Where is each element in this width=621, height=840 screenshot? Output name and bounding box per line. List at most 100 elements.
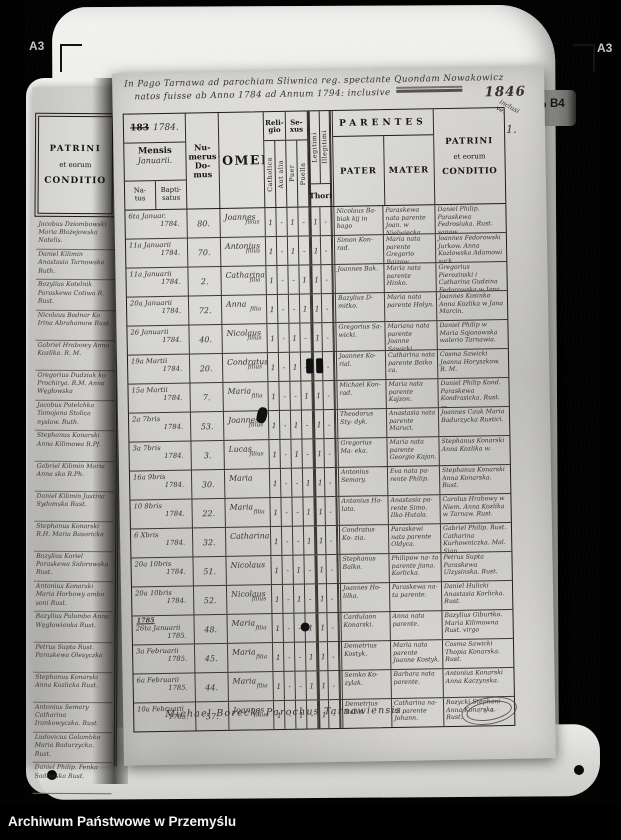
puer-mark: - — [288, 294, 301, 323]
legitimi-mark-value: 1 — [314, 274, 320, 284]
house-number: 3. — [203, 450, 212, 460]
puer-mark: 1 — [287, 207, 299, 236]
ink-blot — [300, 622, 310, 632]
pater-cell: Gregorius Ma- eka. — [335, 438, 388, 467]
illegitimi-mark: - — [326, 583, 339, 613]
header-parentes-group: PARENTES PATER MATER — [329, 109, 436, 207]
legitimi-mark: 1 — [313, 439, 325, 468]
legitimi-mark: 1 — [316, 642, 329, 671]
mensis-handwritten: Januarii. — [137, 156, 173, 166]
house-number: 51. — [203, 566, 217, 576]
puer-mark-value: - — [292, 304, 296, 314]
illegitimi-mark: - — [324, 467, 337, 497]
illegitimi-mark: - — [323, 380, 335, 410]
punch-hole-bottom-right — [574, 765, 584, 775]
header-numerus-domus: Nu- merus Do- mus — [185, 112, 221, 209]
catholica-mark-value: 1 — [272, 449, 278, 459]
date-year: 1784. — [161, 277, 181, 286]
catholica-mark: 1 — [269, 468, 282, 498]
name-cell: Maria filia — [227, 614, 273, 643]
mater-cell: Philipow na- ta parente jiana. Korlicka. — [389, 553, 442, 583]
puer-mark-value: - — [296, 507, 300, 517]
left-patrini-entry: Jacobus Dziombowski Maria Błażejowska Na… — [36, 219, 116, 251]
aut-alia-mark: - — [283, 613, 295, 642]
left-patrini-title: PATRINI — [49, 143, 102, 155]
aut-alia-mark-value: - — [288, 681, 292, 691]
left-patrini-entry: Daniel Kilimin Anastasia Tarnowska Ruth. — [36, 249, 116, 281]
aut-alia-mark: - — [282, 584, 295, 613]
house-number: 40. — [199, 334, 213, 344]
illegitimi-mark-value: - — [328, 448, 331, 458]
puella-mark-value: - — [305, 419, 309, 429]
mensis-label: Mensis — [137, 146, 172, 157]
illegitimi-mark: - — [327, 612, 339, 642]
aut-alia-mark: - — [277, 265, 289, 294]
legitimi-mark: 1 — [312, 410, 325, 439]
catholica-mark-value: 1 — [268, 217, 274, 227]
legitimi-mark-value: 1 — [318, 535, 324, 545]
patrini-cell: Joannes Fedorowski Jurkow. Anna Kozlowsk… — [437, 234, 503, 263]
aut-alia-mark-value: - — [281, 275, 284, 285]
illegitimi-mark-value: - — [330, 593, 334, 603]
legitimi-mark-value: 1 — [320, 651, 326, 661]
aut-alia-mark: - — [277, 294, 290, 323]
illegitimi-mark-value: - — [326, 332, 329, 342]
legitimi-mark: 1 — [310, 294, 323, 323]
puer-mark: - — [294, 642, 307, 671]
date-year: 1784. — [162, 335, 182, 344]
illegitimi-mark: - — [325, 496, 337, 526]
sexus-label: Se- xus — [285, 111, 308, 141]
aut-alia-mark: - — [278, 323, 290, 352]
puer-mark: 1 — [290, 410, 303, 439]
house-number: 48. — [204, 624, 218, 634]
date-cell: 16a 9bris 1784. — [129, 470, 193, 500]
frame-mark-a3-right: A3 — [597, 41, 613, 55]
aut-alia-mark: - — [276, 207, 288, 236]
illegitimi-mark: - — [322, 322, 334, 352]
catholica-mark: 1 — [265, 236, 278, 266]
illegitimi-mark: - — [324, 438, 336, 468]
name-cell: Maria filia — [225, 498, 271, 527]
aut-alia-mark-value: - — [284, 449, 287, 459]
puer-mark-value: 1 — [290, 246, 296, 256]
illegitimi-mark: - — [322, 351, 335, 381]
catholica-mark-value: 1 — [272, 478, 278, 488]
left-patrini-entry: Bazylius Koriel Paraskewa Sidorowska Rus… — [33, 551, 114, 583]
left-patrini-entry: Ludovicus Golambko Maria Badurzycka. Rus… — [32, 732, 112, 764]
catholica-mark-value: 1 — [270, 362, 276, 372]
house-number-cell: 45. — [194, 643, 229, 673]
name-cell: Anna filia — [221, 295, 268, 324]
puer-mark: - — [291, 468, 304, 497]
date-cell: 1785 26ta Januarii 1785. — [132, 615, 195, 645]
pater-cell: Nicolaus Ba- biak kij in bago — [331, 206, 384, 236]
mater-cell: Anastasia nata parente Maruci. — [386, 408, 440, 438]
mater-cell: Paraskewi nata parente Oldyca. — [388, 524, 442, 554]
aut-alia-mark-value: - — [282, 333, 285, 343]
illegitimi-mark-value: - — [324, 216, 327, 226]
frame-mark-a3-left: A3 — [29, 39, 45, 53]
crop-bracket-right-icon — [573, 44, 595, 72]
house-number-cell: 2. — [188, 266, 222, 296]
date-year: 1784. — [164, 480, 185, 489]
catholica-mark: 1 — [266, 294, 279, 324]
date-year: 1784. — [161, 306, 182, 315]
date-year: 1784. — [166, 596, 187, 605]
left-patrini-entry: Stephanus Konarski Anna Kozlicka Rust. — [33, 672, 113, 704]
patrini-cell: Daniel Hulicki Anastasia Korlicka. Rust. — [443, 582, 505, 606]
puella-mark: - — [304, 555, 316, 584]
illegitimi-mark: - — [321, 294, 334, 323]
legitimi-mark-value: 1 — [314, 303, 320, 313]
patrini-cell: Gregorius Pierozinski i Catharina Gudzin… — [438, 263, 502, 292]
legitimi-mark-value: 1 — [317, 448, 323, 458]
puella-mark: - — [298, 236, 311, 265]
catholica-mark-value: 1 — [275, 652, 281, 662]
catholica-mark-value: 1 — [274, 565, 280, 575]
name-cell: Condratus filius — [222, 353, 269, 382]
mater-cell: Maria nata parente Holyn. — [384, 292, 438, 322]
header-patrini: PATRINI et eorum CONDITIO — [434, 108, 506, 204]
date-year: 1785. — [167, 631, 187, 640]
patrini-cell: Joannes Kosinko Anna Kozlika w Jana Marc… — [438, 292, 504, 316]
patrini-cell: Antonius Konarski Anna Kaczynska. — [445, 669, 504, 685]
date-year: 1785. — [167, 654, 188, 663]
catholica-mark-value: 1 — [276, 681, 282, 691]
